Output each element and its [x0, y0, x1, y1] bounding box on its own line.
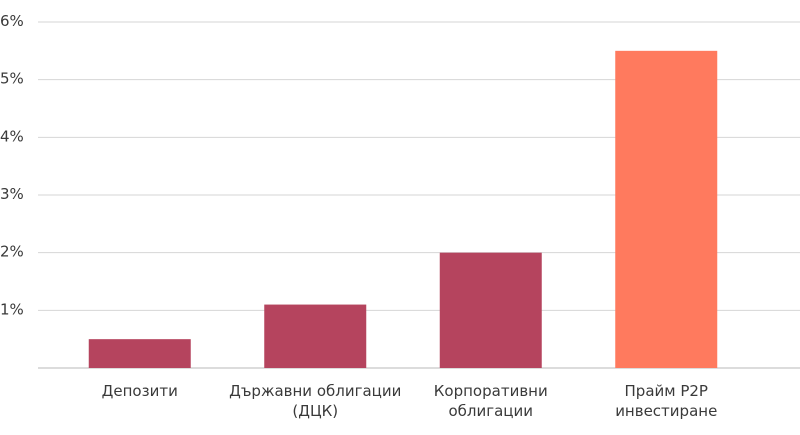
- y-tick-label: 6%: [0, 12, 24, 30]
- bar: [264, 304, 367, 368]
- y-tick-label: 5%: [0, 70, 24, 88]
- y-tick-label: 4%: [0, 127, 24, 145]
- bars: [88, 50, 718, 368]
- y-tick-label: 2%: [0, 243, 24, 261]
- bar: [88, 339, 191, 368]
- y-axis-ticks: 1% 2% 3% 4% 5% 6%: [0, 12, 24, 318]
- x-axis-labels: Депозити Държавни облигации (ДЦК) Корпорати…: [102, 382, 718, 420]
- y-tick-label: 1%: [0, 300, 24, 318]
- x-category-label: Корпоративни облигации: [434, 382, 548, 420]
- bar: [615, 50, 718, 368]
- x-category-label: Държавни облигации (ДЦК): [229, 382, 401, 420]
- bar: [439, 252, 542, 368]
- x-category-label: Депозити: [102, 382, 178, 400]
- y-tick-label: 3%: [0, 185, 24, 203]
- x-category-label: Прайм P2P инвестиране: [615, 382, 717, 420]
